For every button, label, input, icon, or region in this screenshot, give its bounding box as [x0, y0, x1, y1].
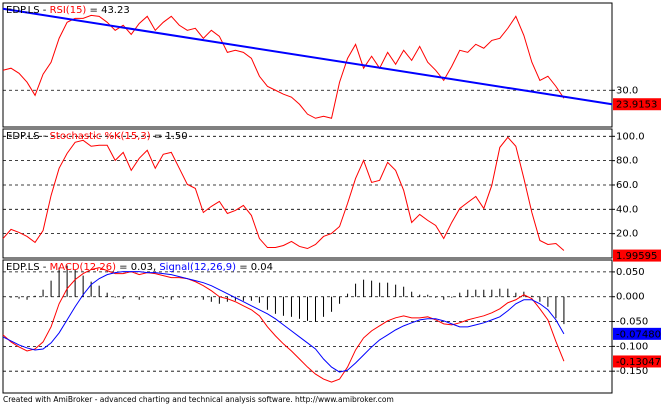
- y-tick-label: -0.050: [616, 317, 648, 328]
- y-tick-label: 0.050: [616, 267, 645, 278]
- y-tick-label: 30.0: [616, 85, 638, 96]
- title-part: RSI(15): [50, 5, 87, 16]
- value-marker-label: 1.99595: [616, 251, 657, 262]
- value-marker-label: -0.13047: [616, 357, 661, 368]
- panel-title: EDP.LS - Stochastic %K(15,3) = 1.50: [6, 131, 188, 142]
- series-line: [2, 267, 565, 383]
- value-marker: [613, 355, 661, 368]
- title-part: EDP.LS -: [6, 262, 50, 273]
- panel-frame: [2, 2, 613, 128]
- panel-title: EDP.LS - MACD(12,26) = 0.03, Signal(12,2…: [6, 262, 273, 273]
- y-tick-label: 100.0: [616, 131, 645, 142]
- y-tick-label: -0.150: [616, 366, 648, 377]
- series-line: [2, 136, 565, 251]
- title-part: Stochastic %K(15,3): [50, 131, 151, 142]
- footer: Created with AmiBroker - advanced charti…: [3, 395, 394, 404]
- title-part: = 0.04: [236, 262, 273, 273]
- y-tick-label: -0.100: [616, 341, 648, 352]
- title-part: = 0.03,: [116, 262, 159, 273]
- trendline: [2, 7, 613, 106]
- series-line: [2, 14, 565, 119]
- title-part: = 43.23: [86, 5, 129, 16]
- y-tick-label: 60.0: [616, 180, 638, 191]
- y-tick-label: 40.0: [616, 204, 638, 215]
- panel-title: EDP.LS - RSI(15) = 43.23: [6, 5, 130, 16]
- title-part: EDP.LS -: [6, 131, 50, 142]
- value-marker-label: -0.07480: [616, 329, 661, 340]
- value-marker: [613, 327, 661, 340]
- y-tick-label: 20.0: [616, 229, 638, 240]
- title-part: EDP.LS -: [6, 5, 50, 16]
- title-part: = 1.50: [151, 131, 188, 142]
- title-part: Signal(12,26,9): [159, 262, 236, 273]
- value-marker: [613, 249, 661, 262]
- y-tick-label: 0.000: [616, 292, 645, 303]
- series-line: [2, 271, 565, 373]
- y-tick-label: 80.0: [616, 156, 638, 167]
- panel-frame: [2, 259, 613, 394]
- value-marker: [613, 98, 661, 111]
- value-marker-label: 23.9153: [616, 100, 657, 111]
- panel-frame: [2, 128, 613, 259]
- title-part: MACD(12,26): [50, 262, 117, 273]
